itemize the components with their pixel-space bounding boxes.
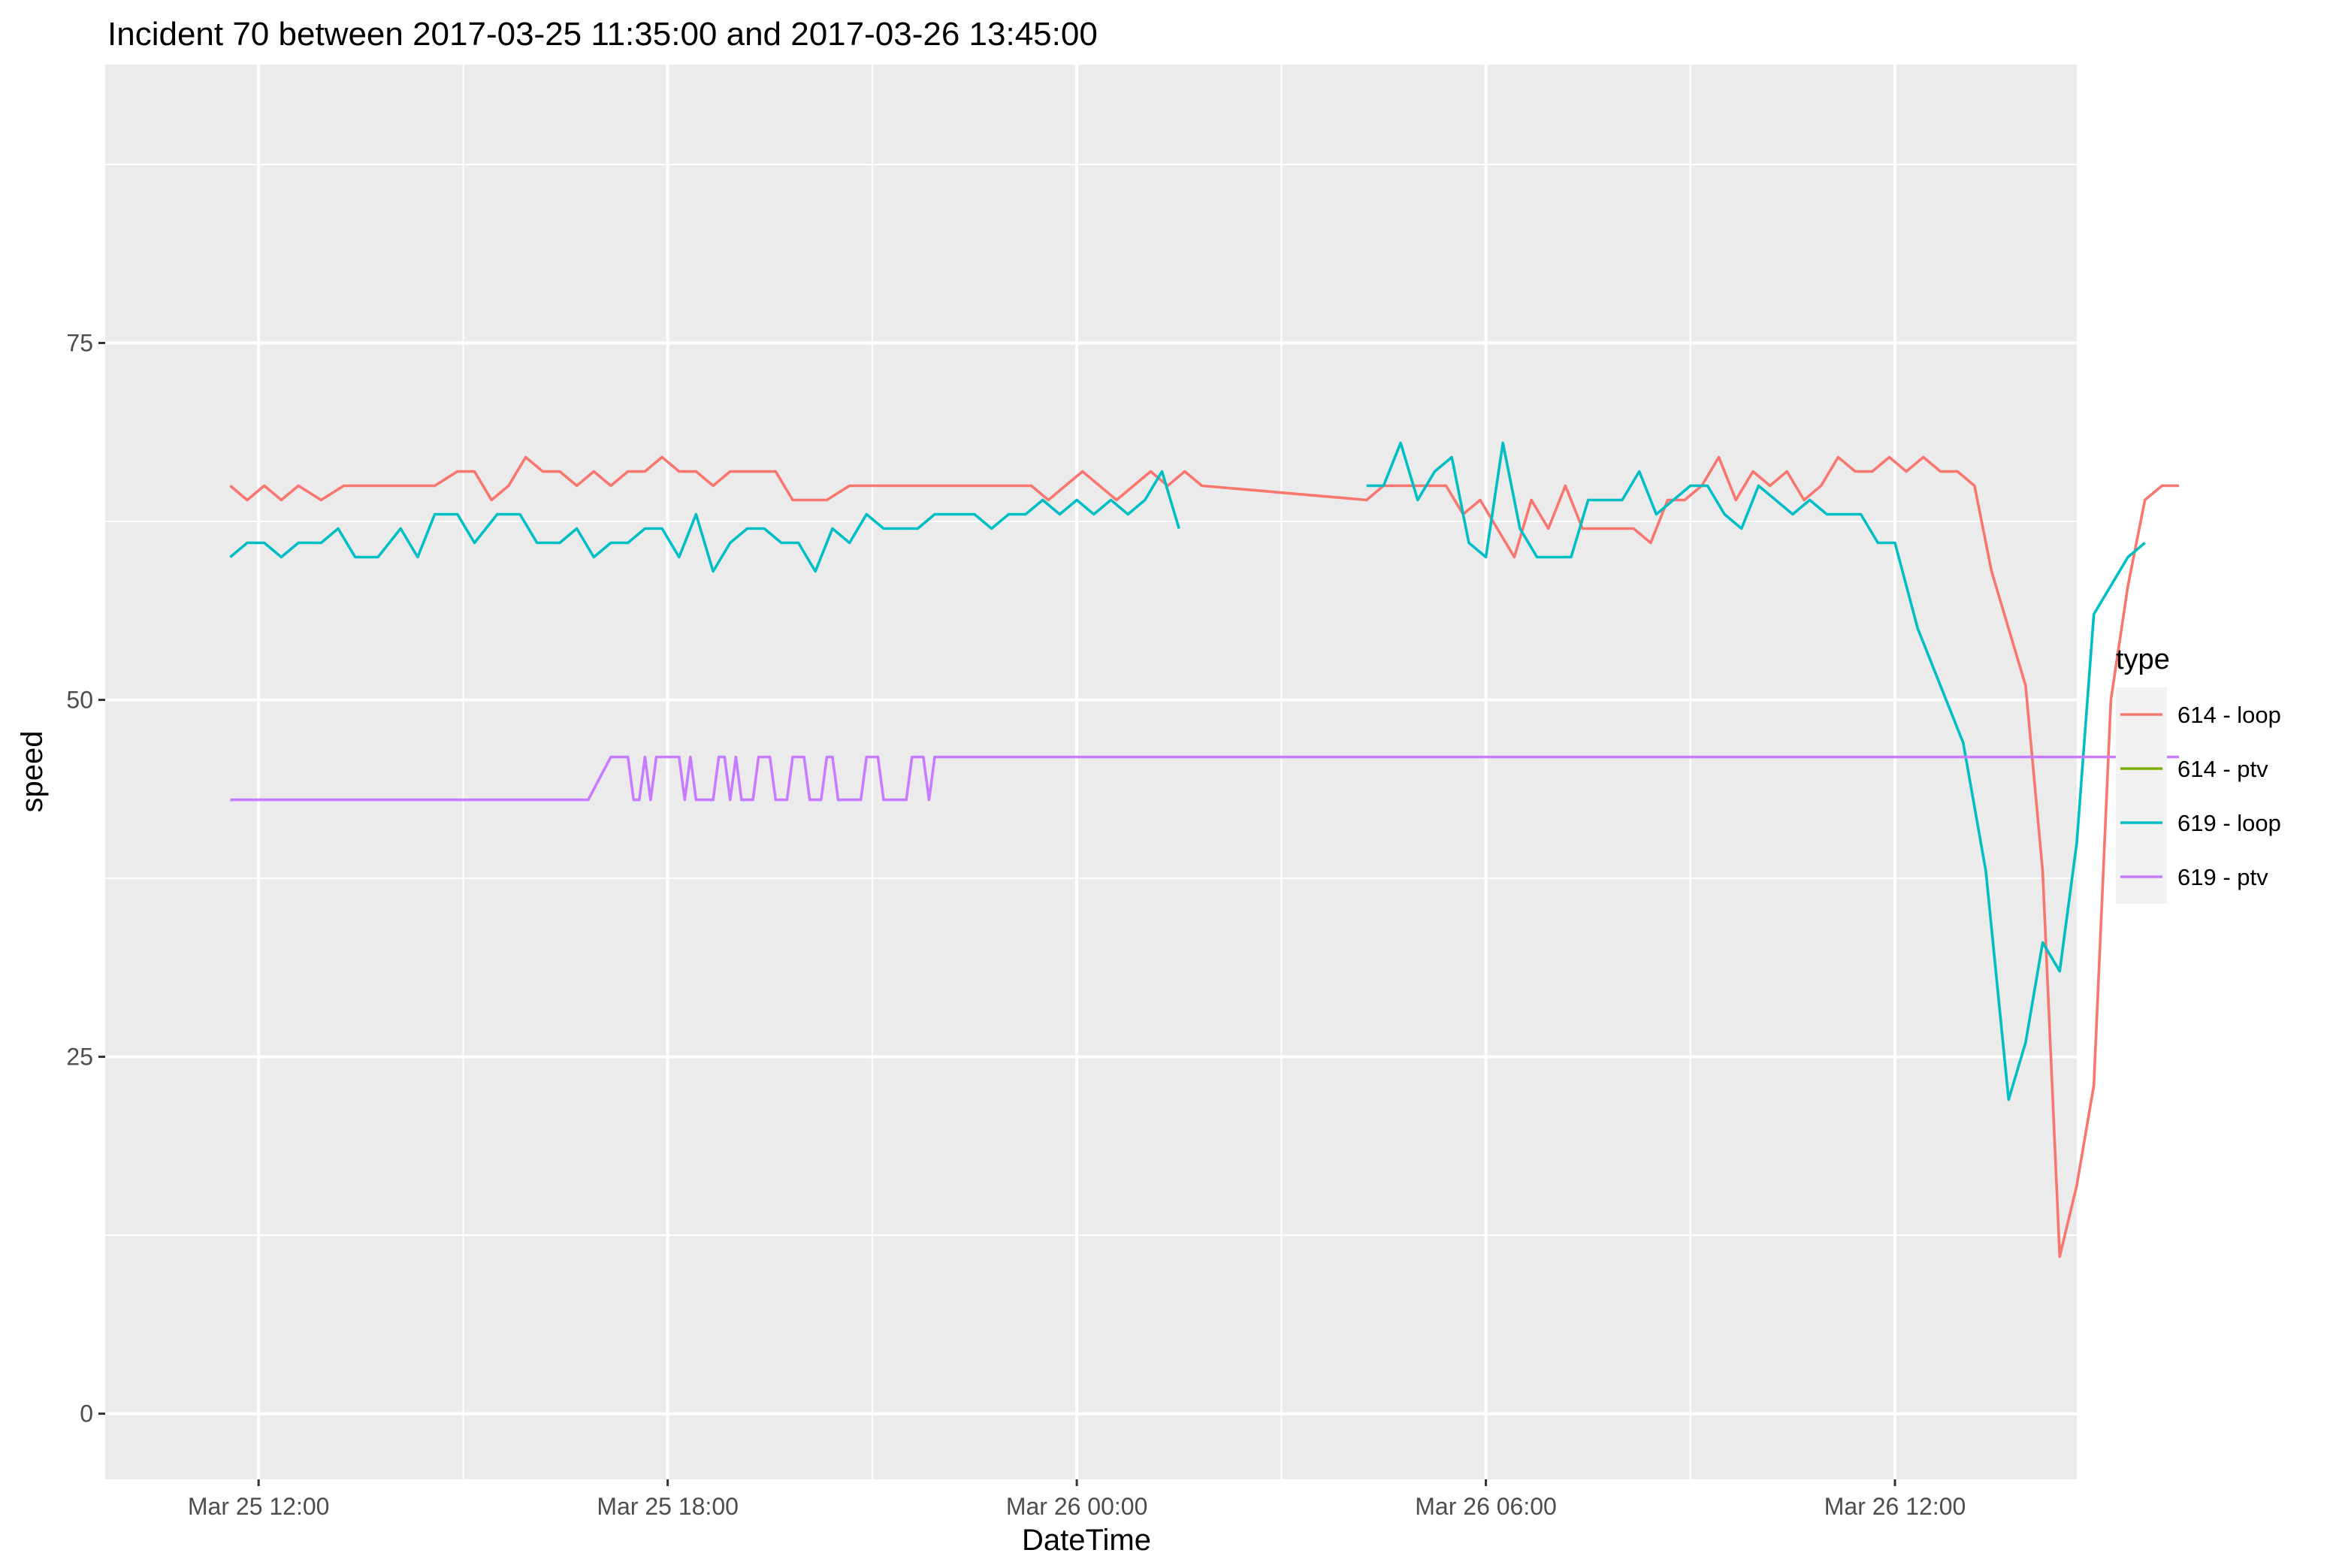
x-tick-label: Mar 25 12:00 [188,1493,330,1520]
y-axis-title: speed [16,731,49,813]
major-gridlines [105,65,2077,1479]
legend-label: 614 - ptv [2177,756,2268,782]
legend-title: type [2116,644,2170,675]
x-axis: Mar 25 12:00 Mar 25 18:00 Mar 26 00:00 Mar … [188,1479,1966,1520]
legend-label: 619 - loop [2177,810,2281,836]
legend: type 614 - loop 614 - ptv 619 - loop 619 - … [2116,644,2281,904]
chart-title: Incident 70 between 2017-03-25 11:35:00 … [107,16,1098,53]
x-tick-label: Mar 26 12:00 [1824,1493,1966,1520]
y-tick-label: 0 [80,1400,93,1428]
y-tick-label: 75 [66,330,93,357]
x-tick-label: Mar 26 06:00 [1415,1493,1557,1520]
series-line-614-loop [229,455,2180,1258]
y-tick-label: 25 [66,1044,93,1071]
x-tick-label: Mar 26 00:00 [1006,1493,1148,1520]
x-tick-label: Mar 25 18:00 [597,1493,739,1520]
legend-label: 614 - loop [2177,702,2281,728]
series-line-619-loop [229,470,1180,573]
y-axis: 0 25 50 75 [66,330,105,1428]
series-line-619-ptv [230,755,2180,802]
y-tick-label: 50 [66,687,93,714]
legend-label: 619 - ptv [2177,864,2268,890]
x-axis-title: DateTime [1022,1524,1151,1557]
minor-gridlines [105,65,2077,1479]
series-line-619-loop [1366,441,2146,1101]
plot-panel [105,65,2077,1479]
series-layer [229,441,2180,1258]
